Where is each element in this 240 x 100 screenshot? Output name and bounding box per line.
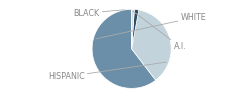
Text: WHITE: WHITE (96, 13, 206, 39)
Text: HISPANIC: HISPANIC (48, 62, 166, 81)
Text: BLACK: BLACK (73, 8, 124, 18)
Wedge shape (92, 9, 156, 88)
Text: A.I.: A.I. (133, 11, 186, 51)
Wedge shape (132, 9, 134, 49)
Wedge shape (132, 10, 171, 80)
Wedge shape (132, 9, 139, 49)
